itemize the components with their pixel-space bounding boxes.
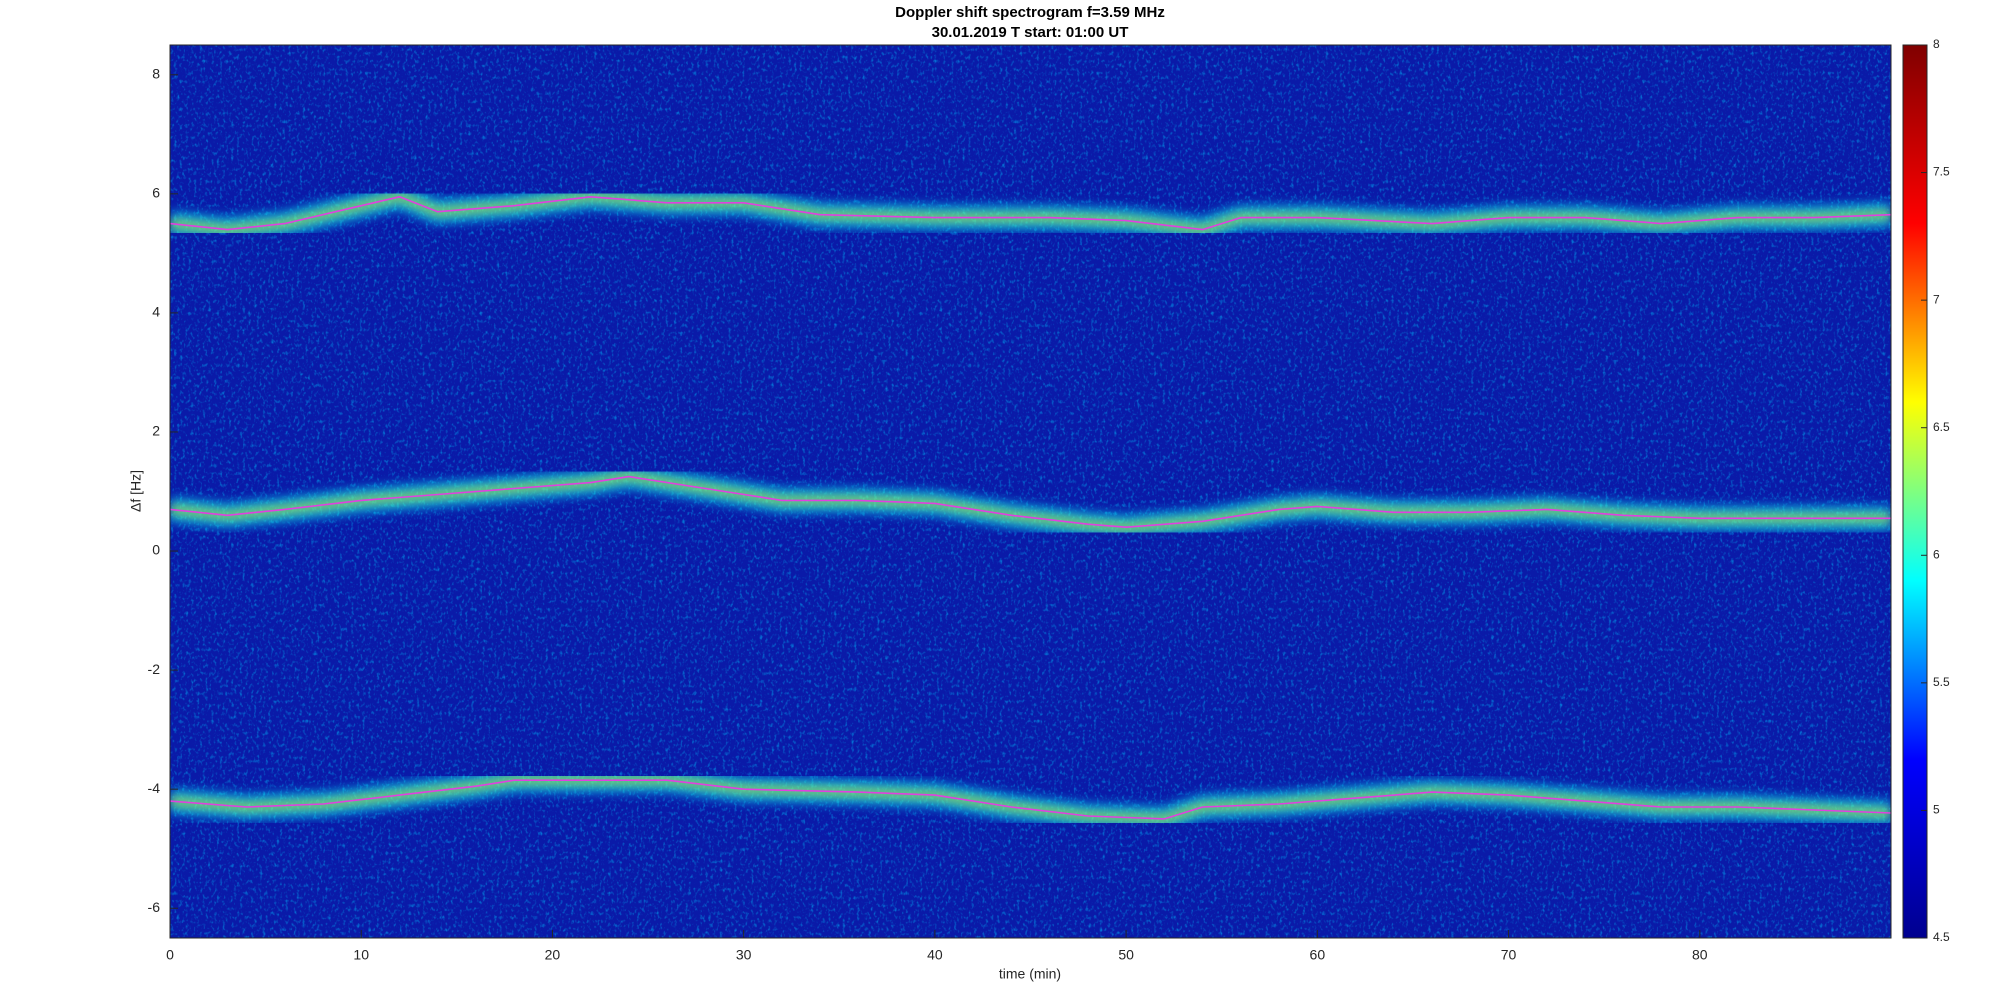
x-tick-label: 70 — [1501, 947, 1517, 963]
x-tick-label: 40 — [927, 947, 943, 963]
plot-frame — [169, 44, 1892, 939]
y-tick-label: 4 — [152, 304, 160, 320]
x-tick-label: 30 — [736, 947, 752, 963]
y-tick-label: 6 — [152, 185, 160, 201]
plot-marks — [170, 183, 1891, 832]
y-tick-label: 2 — [152, 423, 160, 439]
y-tick-label: -6 — [148, 899, 161, 915]
trace-line — [170, 475, 1891, 528]
y-tick-label: 0 — [152, 542, 160, 558]
y-axis-label: Δf [Hz] — [128, 470, 144, 512]
colorbar-tick-label: 8 — [1933, 37, 1940, 51]
y-tick-label: -4 — [148, 780, 161, 796]
colorbar-tick-label: 6 — [1933, 547, 1940, 561]
y-tick-label: 8 — [152, 65, 160, 81]
chart-title: Doppler shift spectrogram f=3.59 MHz — [895, 4, 1165, 21]
colorbar-tick-label: 7.5 — [1933, 165, 1950, 179]
x-tick-label: 10 — [353, 947, 369, 963]
x-tick-label: 80 — [1692, 947, 1708, 963]
colorbar — [1902, 44, 1928, 939]
x-tick-label: 20 — [545, 947, 561, 963]
x-tick-label: 50 — [1118, 947, 1134, 963]
trace-line — [170, 779, 1891, 820]
y-tick-label: -2 — [148, 661, 161, 677]
colorbar-tick-label: 6.5 — [1933, 420, 1950, 434]
colorbar-tick-label: 5 — [1933, 803, 1940, 817]
x-tick-label: 0 — [166, 947, 174, 963]
colorbar-tick-label: 4.5 — [1933, 930, 1950, 944]
x-tick-label: 60 — [1310, 947, 1326, 963]
trace-line — [170, 196, 1891, 231]
x-axis-label: time (min) — [999, 966, 1061, 982]
chart-subtitle: 30.01.2019 T start: 01:00 UT — [932, 24, 1129, 41]
colorbar-tick-label: 5.5 — [1933, 675, 1950, 689]
colorbar-tick-label: 7 — [1933, 292, 1940, 306]
